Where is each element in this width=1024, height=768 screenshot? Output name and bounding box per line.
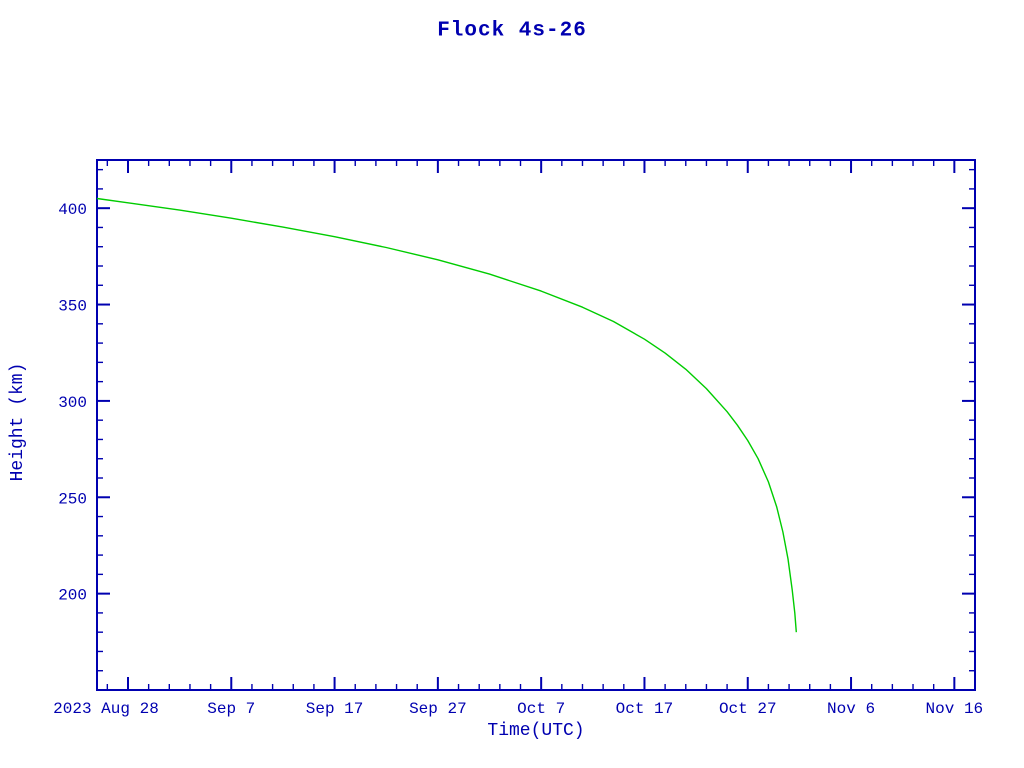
y-tick-label: 200 [58, 587, 87, 605]
chart-title: Flock 4s-26 [437, 19, 587, 43]
y-tick-label: 250 [58, 490, 87, 508]
height-decay-curve [96, 197, 797, 633]
y-tick-label: 300 [58, 394, 87, 412]
x-tick-label: Sep 27 [409, 700, 467, 718]
x-tick-label: Nov 6 [827, 700, 875, 718]
x-tick-label: Oct 27 [719, 700, 777, 718]
x-tick-label: Sep 7 [207, 700, 255, 718]
x-tick-label: Nov 16 [926, 700, 984, 718]
x-tick-label: Oct 7 [517, 700, 565, 718]
x-tick-label: 2023 Aug 28 [53, 700, 159, 718]
axes-box: 2023 Aug 28 Sep 7 Sep 17 Sep 27 Oct 7 Oct 17 O… [53, 159, 984, 718]
x-tick-label: Oct 17 [616, 700, 674, 718]
x-axis-label: Time(UTC) [487, 721, 585, 741]
x-tick-label: Sep 17 [306, 700, 364, 718]
y-tick-label: 350 [58, 298, 87, 316]
y-tick-label: 400 [58, 201, 87, 219]
